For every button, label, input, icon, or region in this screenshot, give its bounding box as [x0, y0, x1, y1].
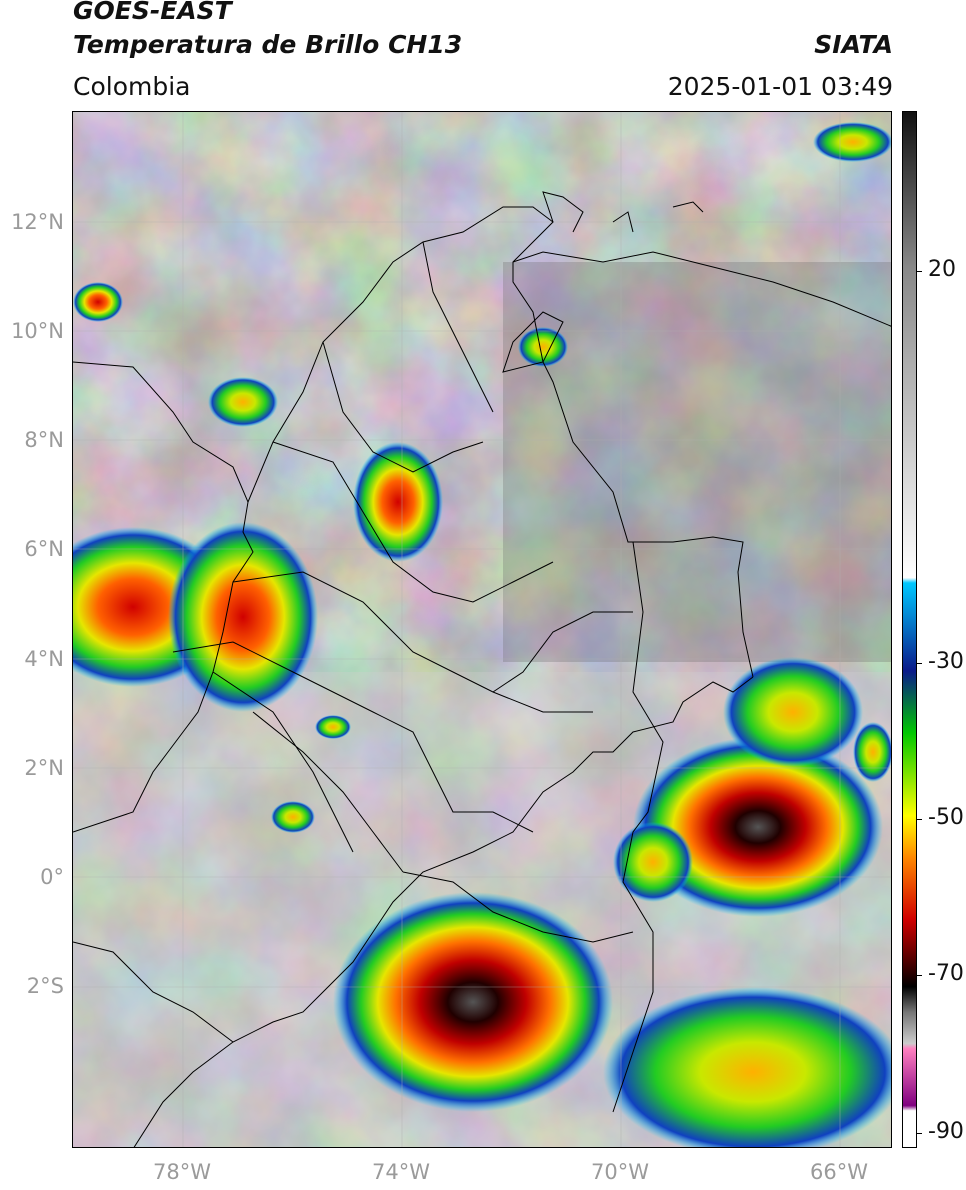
- maracaibo-lake: [502, 311, 564, 373]
- storm-cell: [353, 442, 443, 562]
- internal-9: [492, 611, 633, 693]
- region-label: Colombia: [73, 72, 191, 101]
- lat-label: 12°N: [11, 210, 64, 234]
- colorbar-tick: [916, 663, 922, 664]
- map-canvas: [73, 112, 891, 1147]
- lat-label: 0°: [40, 865, 64, 889]
- cloud-dark-venezuela: [503, 262, 891, 662]
- storm-cell: [613, 822, 693, 902]
- lat-label: 2°N: [24, 756, 64, 780]
- colorbar-tick: [916, 1133, 922, 1134]
- internal-1: [172, 641, 534, 833]
- storm-cell: [723, 657, 863, 767]
- internal-5: [252, 711, 404, 873]
- colorbar-label: -30: [928, 649, 964, 674]
- guajira: [542, 191, 584, 233]
- convective-cells: [73, 122, 891, 1147]
- internal-6: [212, 671, 354, 853]
- storm-cell: [633, 737, 883, 917]
- lat-label: 8°N: [24, 428, 64, 452]
- storm-cell: [603, 987, 891, 1147]
- datetime-label: 2025-01-01 03:49: [667, 72, 893, 101]
- product-satellite-title: GOES-EAST: [73, 0, 232, 25]
- lat-label: 2°S: [26, 974, 64, 998]
- colorbar-tick: [916, 819, 922, 820]
- lon-label: 70°W: [591, 1160, 649, 1184]
- colombia-border-south: [133, 676, 754, 1147]
- colombia-border-north: [247, 206, 754, 678]
- storm-cell: [168, 522, 318, 712]
- east-border: [612, 541, 664, 1113]
- satellite-map: [72, 111, 892, 1148]
- lat-label: 6°N: [24, 537, 64, 561]
- internal-2: [272, 441, 554, 603]
- storm-cell: [853, 722, 891, 782]
- colorbar-label: 20: [928, 257, 956, 282]
- venezuela-coast: [512, 251, 891, 327]
- storm-cell: [813, 122, 891, 162]
- storm-cell: [333, 892, 613, 1112]
- internal-4: [232, 571, 593, 713]
- colorbar-label: -90: [928, 1119, 964, 1144]
- lon-label: 78°W: [153, 1160, 211, 1184]
- lon-label: 66°W: [810, 1160, 868, 1184]
- island-2: [672, 201, 704, 213]
- internal-8: [402, 871, 634, 943]
- agency-label: SIATA: [814, 30, 893, 59]
- pacific-coast: [73, 361, 254, 833]
- storm-cell: [315, 715, 351, 739]
- product-title: Temperatura de Brillo CH13: [73, 30, 463, 59]
- colorbar: [902, 111, 917, 1148]
- storm-cell: [73, 282, 123, 322]
- storm-cell: [208, 377, 278, 427]
- colorbar-label: -70: [928, 961, 964, 986]
- peru-ecuador-border: [73, 941, 234, 1043]
- island-1: [612, 211, 634, 233]
- lat-label: 4°N: [24, 647, 64, 671]
- graticule: [73, 112, 891, 1147]
- colorbar-tick: [916, 975, 922, 976]
- internal-3: [322, 341, 484, 473]
- borders: [73, 191, 891, 1147]
- lat-label: 10°N: [11, 319, 64, 343]
- lon-label: 74°W: [372, 1160, 430, 1184]
- internal-7: [422, 241, 494, 413]
- storm-cell: [271, 801, 315, 833]
- colorbar-tick: [916, 271, 922, 272]
- colorbar-label: -50: [928, 805, 964, 830]
